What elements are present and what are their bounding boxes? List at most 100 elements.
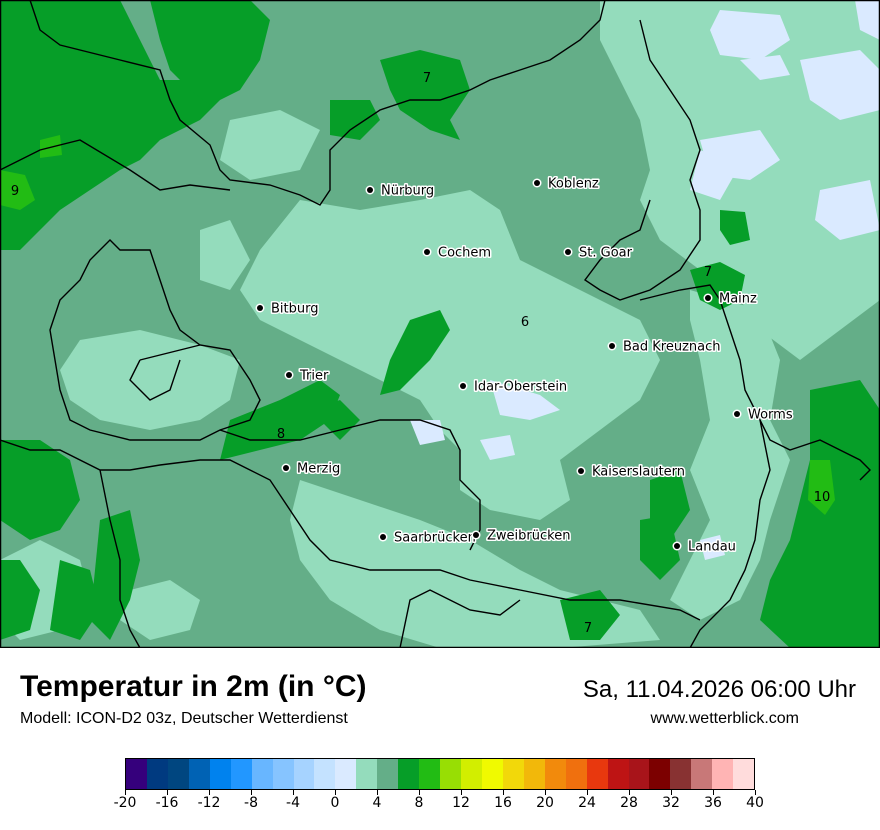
legend-color-bin — [565, 759, 587, 789]
city-label: Saarbrücken — [394, 531, 476, 546]
legend-tick — [376, 790, 378, 795]
temperature-value-label: 7 — [584, 621, 592, 636]
temp-zone-8-10 — [0, 135, 835, 515]
legend-ticks: -20 -16 -12 -8 -4 0 4 8 12 16 20 24 28 32 36 40 — [114, 790, 764, 820]
city-kaiserslautern: Kaiserslautern — [576, 463, 687, 481]
color-legend-bar — [125, 758, 755, 790]
isotherm-value-labels: 7 9 7 6 8 10 7 — [11, 71, 830, 636]
legend-tick-label: 16 — [494, 795, 512, 811]
city-label: Nürburg — [381, 184, 434, 199]
city-worms: Worms — [732, 406, 794, 424]
city-label: Koblenz — [548, 177, 599, 192]
legend-tick-label: -16 — [155, 795, 179, 811]
temperature-value-label: 10 — [814, 490, 831, 505]
temperature-map: 7 9 7 6 8 10 7 Nürburg Koblenz Cochem St. Goar Bit… — [0, 0, 880, 648]
city-markers: Nürburg Koblenz Cochem St. Goar Bitburg Mainz… — [255, 175, 794, 556]
city-label: St. Goar — [579, 246, 633, 261]
city-dot-icon — [534, 180, 540, 186]
model-source: Modell: ICON-D2 03z, Deutscher Wetterdie… — [20, 710, 348, 727]
city-bitburg: Bitburg — [255, 300, 320, 318]
temperature-value-label: 9 — [11, 184, 19, 199]
city-st-goar: St. Goar — [563, 244, 634, 262]
city-koblenz: Koblenz — [532, 175, 600, 193]
map-title: Temperatur in 2m (in °C) — [20, 670, 367, 703]
legend-tick — [670, 790, 672, 795]
city-label: Kaiserslautern — [592, 465, 685, 480]
legend-color-bin — [188, 759, 210, 789]
city-cochem: Cochem — [422, 244, 493, 262]
legend-color-bin — [733, 759, 755, 789]
city-landau: Landau — [672, 538, 737, 556]
legend-color-bin — [586, 759, 608, 789]
legend-tick — [124, 790, 126, 795]
city-mainz: Mainz — [703, 290, 759, 308]
legend-tick — [628, 790, 630, 795]
legend-color-bin — [628, 759, 650, 789]
website-link[interactable]: www.wetterblick.com — [650, 710, 799, 727]
legend-color-bin — [167, 759, 189, 789]
legend-color-bin — [230, 759, 252, 789]
legend-tick-label: 4 — [372, 795, 382, 811]
city-dot-icon — [473, 532, 479, 538]
temp-zone-6-8 — [0, 0, 880, 648]
legend-tick-label: -8 — [244, 795, 258, 811]
legend-color-bin — [523, 759, 545, 789]
legend-color-bin — [356, 759, 378, 789]
temperature-value-label: 6 — [521, 315, 529, 330]
legend-tick — [418, 790, 420, 795]
city-dot-icon — [283, 465, 289, 471]
legend-color-bin — [335, 759, 357, 789]
legend-color-bin — [314, 759, 336, 789]
legend-color-bin — [649, 759, 671, 789]
city-saarbr-cken: Saarbrücken — [378, 529, 477, 547]
city-label: Worms — [748, 408, 793, 423]
forecast-datetime: Sa, 11.04.2026 06:00 Uhr — [582, 676, 856, 703]
legend-tick — [292, 790, 294, 795]
city-dot-icon — [286, 372, 292, 378]
city-dot-icon — [578, 468, 584, 474]
city-dot-icon — [674, 543, 680, 549]
city-label: Trier — [299, 369, 329, 384]
city-dot-icon — [257, 305, 263, 311]
legend-color-bin — [502, 759, 524, 789]
legend-tick-label: 28 — [620, 795, 638, 811]
city-bad-kreuznach: Bad Kreuznach — [607, 338, 722, 356]
city-trier: Trier — [284, 367, 330, 385]
legend-color-bin — [272, 759, 294, 789]
legend-color-bin — [691, 759, 713, 789]
legend-tick-label: 32 — [662, 795, 680, 811]
temperature-value-label: 7 — [704, 265, 712, 280]
legend-color-bin — [670, 759, 692, 789]
legend-tick-label: -20 — [113, 795, 137, 811]
legend-tick — [712, 790, 714, 795]
city-dot-icon — [734, 411, 740, 417]
legend-tick-label: 20 — [536, 795, 554, 811]
legend-tick-label: 40 — [746, 795, 764, 811]
legend-tick — [754, 790, 756, 795]
legend-tick-label: -4 — [286, 795, 300, 811]
legend-color-bin — [251, 759, 273, 789]
city-zweibr-cken: Zweibrücken — [471, 527, 572, 545]
city-dot-icon — [424, 249, 430, 255]
border-lines — [0, 0, 871, 648]
city-label: Cochem — [438, 246, 491, 261]
legend-color-bin — [712, 759, 734, 789]
legend-tick-label: 8 — [414, 795, 424, 811]
legend-tick — [334, 790, 336, 795]
legend-color-bin — [146, 759, 168, 789]
legend-tick-label: 36 — [704, 795, 722, 811]
temperature-value-label: 8 — [277, 427, 285, 442]
city-label: Merzig — [297, 462, 340, 477]
legend-color-bin — [461, 759, 482, 789]
city-dot-icon — [367, 187, 373, 193]
legend-color-bin — [126, 759, 147, 789]
city-dot-icon — [705, 295, 711, 301]
temp-zone-0-2 — [400, 0, 880, 560]
city-label: Mainz — [719, 292, 757, 307]
legend-color-bin — [607, 759, 629, 789]
city-n-rburg: Nürburg — [365, 182, 436, 200]
legend-tick — [586, 790, 588, 795]
legend-color-bin — [481, 759, 503, 789]
city-label: Idar-Oberstein — [474, 380, 567, 395]
city-merzig: Merzig — [281, 460, 342, 478]
